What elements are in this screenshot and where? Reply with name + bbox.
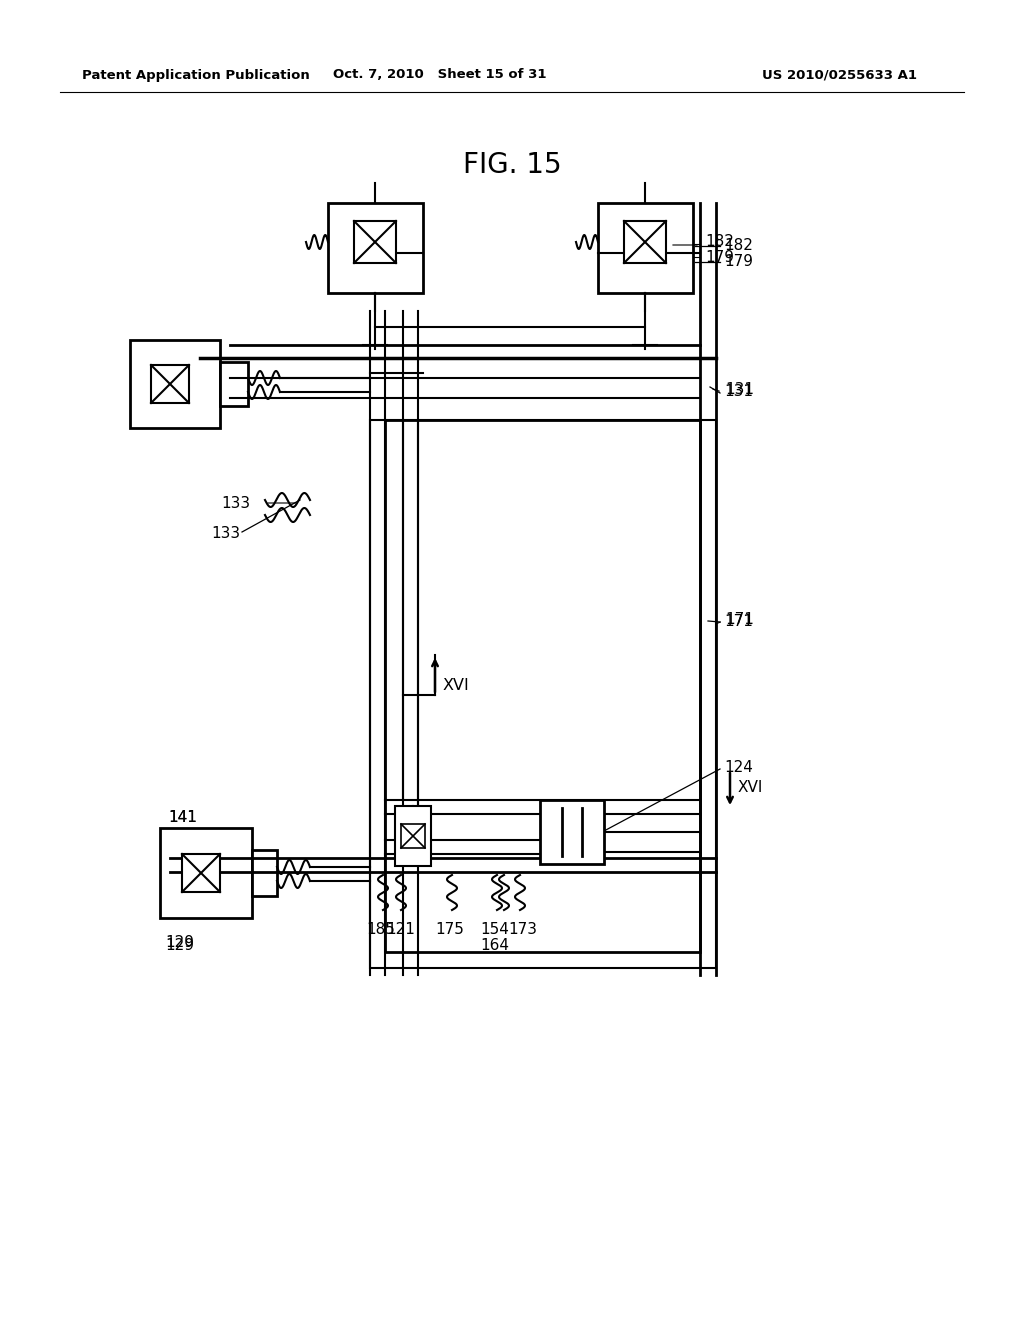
Text: XVI: XVI (738, 780, 763, 795)
Text: 179: 179 (705, 249, 734, 264)
Bar (220, 362, 248, 407)
Text: 182: 182 (705, 234, 734, 248)
Text: 141: 141 (168, 810, 197, 825)
Bar (540, 800, 604, 865)
Text: 185: 185 (367, 921, 395, 937)
Text: 133: 133 (211, 525, 240, 540)
Text: 175: 175 (435, 921, 465, 937)
Text: 171: 171 (724, 615, 753, 630)
Text: 164: 164 (480, 939, 510, 953)
Bar (598, 203, 693, 293)
Text: FIG. 15: FIG. 15 (463, 150, 561, 180)
Text: 182: 182 (724, 239, 753, 253)
Bar (354, 220, 396, 263)
Bar (151, 366, 189, 403)
Text: 133: 133 (221, 495, 250, 511)
Text: Patent Application Publication: Patent Application Publication (82, 69, 309, 82)
Text: 179: 179 (724, 255, 753, 269)
Bar (182, 854, 220, 892)
Text: 154: 154 (480, 921, 509, 937)
Text: 124: 124 (724, 760, 753, 776)
Bar (328, 203, 423, 293)
Bar (395, 807, 431, 866)
Text: 171: 171 (725, 612, 754, 627)
Text: 141: 141 (168, 810, 197, 825)
Bar (252, 850, 278, 896)
Bar (370, 420, 716, 968)
Text: 173: 173 (509, 921, 538, 937)
Text: Oct. 7, 2010   Sheet 15 of 31: Oct. 7, 2010 Sheet 15 of 31 (333, 69, 547, 82)
Text: US 2010/0255633 A1: US 2010/0255633 A1 (763, 69, 918, 82)
Text: XVI: XVI (443, 677, 470, 693)
Bar (160, 828, 252, 917)
Bar (385, 420, 700, 952)
Bar (624, 220, 666, 263)
Text: 131: 131 (725, 383, 754, 397)
Bar (230, 378, 700, 399)
Text: 121: 121 (387, 921, 416, 937)
Bar (401, 824, 425, 847)
Bar (130, 341, 220, 428)
Text: 129: 129 (166, 939, 195, 953)
Text: 131: 131 (724, 384, 753, 400)
Text: 129: 129 (166, 935, 195, 950)
